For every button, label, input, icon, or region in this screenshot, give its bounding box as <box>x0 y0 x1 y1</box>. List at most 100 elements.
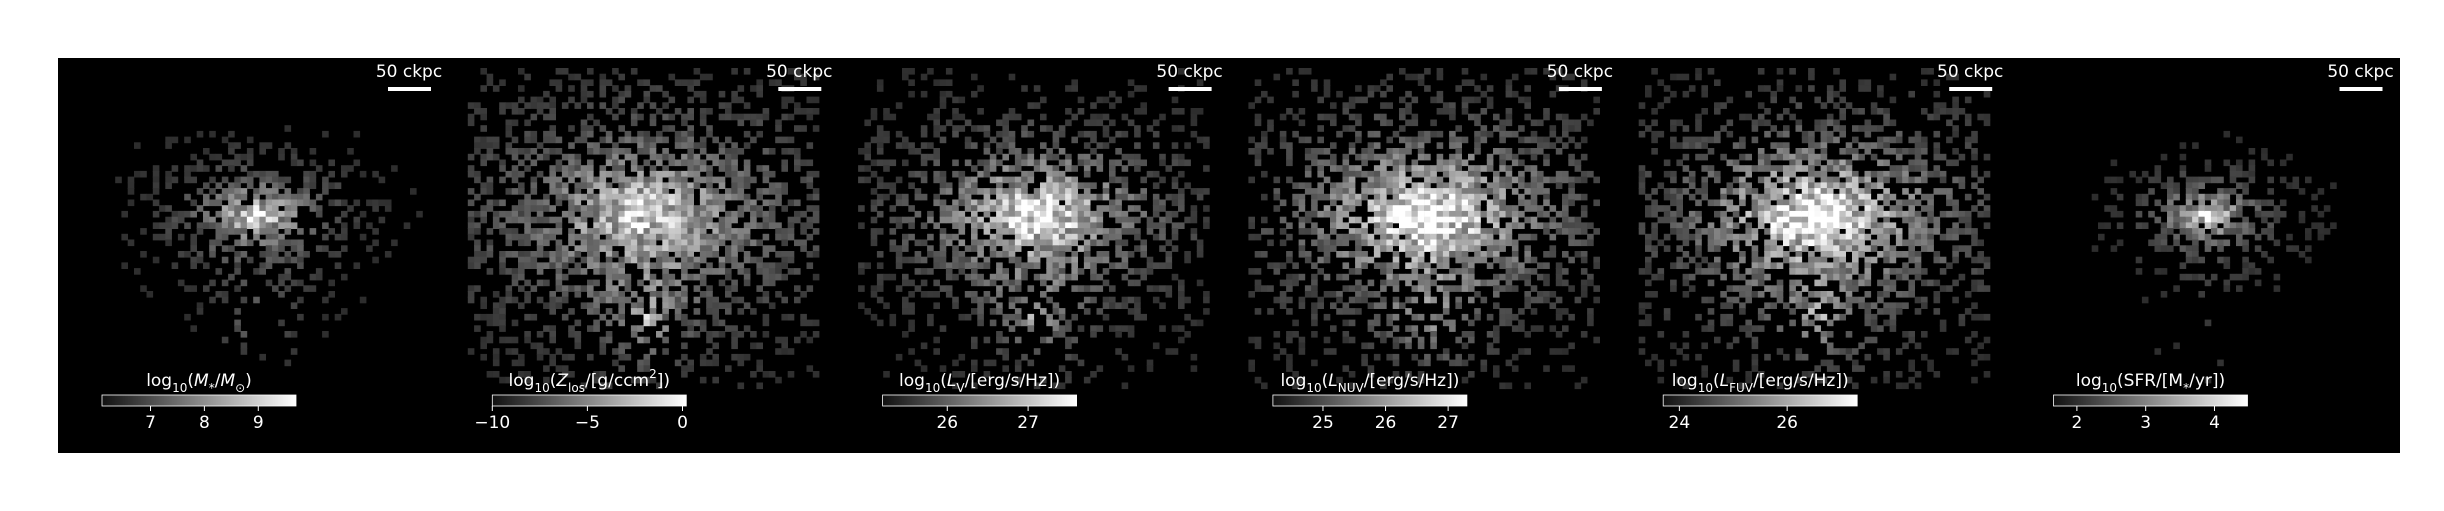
pixel <box>531 137 538 144</box>
pixel <box>971 297 978 304</box>
pixel <box>1821 165 1828 172</box>
pixel <box>927 320 934 327</box>
pixel <box>1821 171 1828 178</box>
pixel <box>1248 177 1255 184</box>
pixel <box>1122 228 1129 235</box>
pixel <box>1280 262 1287 269</box>
pixel <box>687 325 694 332</box>
pixel <box>316 165 323 172</box>
label-part: /[erg/s/Hz]) <box>965 371 1061 391</box>
pixel <box>600 348 607 355</box>
pixel <box>128 177 135 184</box>
pixel <box>1745 331 1752 338</box>
pixel <box>712 240 719 247</box>
pixel <box>1053 228 1060 235</box>
pixel <box>612 251 619 258</box>
pixel <box>1002 280 1009 287</box>
pixel <box>1040 291 1047 298</box>
pixel <box>1481 240 1488 247</box>
pixel <box>568 308 575 315</box>
pixel <box>788 200 795 207</box>
pixel <box>1311 200 1318 207</box>
pixel <box>153 211 160 218</box>
pixel <box>285 142 292 149</box>
pixel <box>197 302 204 309</box>
pixel <box>990 297 997 304</box>
pixel <box>1166 257 1173 264</box>
pixel <box>1474 257 1481 264</box>
pixel <box>1683 91 1690 98</box>
pixel <box>531 177 538 184</box>
pixel <box>877 160 884 167</box>
pixel <box>681 262 688 269</box>
pixel <box>1040 337 1047 344</box>
pixel <box>1065 274 1072 281</box>
pixel <box>1084 285 1091 292</box>
pixel <box>781 160 788 167</box>
pixel <box>694 160 701 167</box>
pixel <box>1021 274 1028 281</box>
pixel <box>278 211 285 218</box>
pixel <box>1683 142 1690 149</box>
pixel <box>612 222 619 229</box>
pixel <box>499 108 506 115</box>
pixel <box>1084 188 1091 195</box>
pixel <box>977 245 984 252</box>
pixel <box>1386 280 1393 287</box>
pixel <box>1330 240 1337 247</box>
pixel <box>1777 114 1784 121</box>
pixel <box>775 125 782 132</box>
pixel <box>1808 165 1815 172</box>
pixel <box>1739 114 1746 121</box>
pixel <box>234 228 241 235</box>
pixel <box>1059 182 1066 189</box>
pixel <box>977 205 984 212</box>
pixel <box>1443 308 1450 315</box>
pixel <box>864 165 871 172</box>
pixel <box>1777 245 1784 252</box>
pixel <box>1758 114 1765 121</box>
pixel <box>328 160 335 167</box>
pixel <box>1708 234 1715 241</box>
pixel <box>474 257 481 264</box>
pixel <box>1796 222 1803 229</box>
pixel <box>1153 142 1160 149</box>
pixel <box>662 314 669 321</box>
pixel <box>1040 205 1047 212</box>
pixel <box>512 217 519 224</box>
pixel <box>725 291 732 298</box>
pixel <box>1053 251 1060 258</box>
pixel <box>1280 280 1287 287</box>
pixel <box>687 222 694 229</box>
pixel <box>681 160 688 167</box>
pixel <box>1015 262 1022 269</box>
pixel <box>656 245 663 252</box>
pixel <box>1777 217 1784 224</box>
pixel <box>1305 165 1312 172</box>
pixel <box>593 200 600 207</box>
pixel <box>1531 165 1538 172</box>
pixel <box>769 188 776 195</box>
pixel <box>1084 211 1091 218</box>
pixel <box>1481 131 1488 138</box>
pixel <box>996 217 1003 224</box>
pixel <box>1537 211 1544 218</box>
pixel <box>1122 354 1129 361</box>
pixel <box>1468 200 1475 207</box>
pixel <box>858 285 865 292</box>
pixel <box>512 360 519 367</box>
pixel <box>1286 280 1293 287</box>
pixel <box>1777 234 1784 241</box>
pixel <box>278 280 285 287</box>
pixel <box>794 165 801 172</box>
pixel <box>1280 297 1287 304</box>
pixel <box>1658 365 1665 372</box>
pixel <box>1255 285 1262 292</box>
pixel <box>1197 188 1204 195</box>
pixel <box>1575 194 1582 201</box>
pixel <box>990 137 997 144</box>
pixel <box>744 194 751 201</box>
pixel <box>725 251 732 258</box>
pixel <box>474 137 481 144</box>
pixel <box>807 285 814 292</box>
